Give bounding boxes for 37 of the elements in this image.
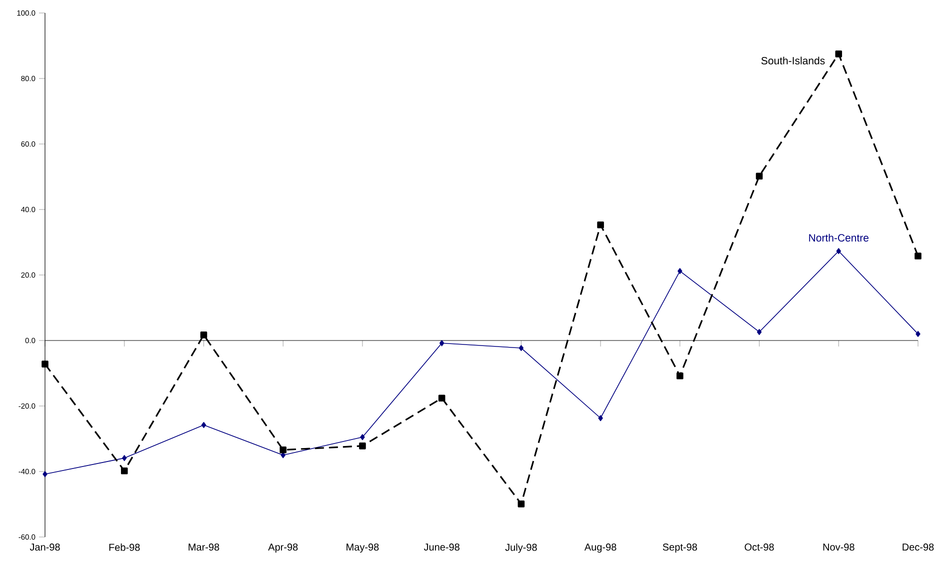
x-tick-label: June-98: [424, 544, 460, 551]
x-tick-label: July-98: [505, 544, 537, 553]
point: [835, 50, 842, 58]
point: [598, 415, 603, 422]
point: [439, 340, 444, 346]
point: [200, 332, 208, 338]
point: [280, 446, 286, 454]
point: [42, 360, 48, 368]
x-tick-label: Oct-98: [744, 544, 774, 551]
point: [756, 172, 763, 180]
point: [914, 252, 922, 260]
x-tick-label: Apr-98: [268, 544, 298, 553]
x-tick-label: Nov-98: [823, 544, 854, 551]
point: [597, 221, 604, 228]
x-tick-label: Jan-98: [30, 544, 60, 551]
x-tick-label: Sept-98: [662, 544, 697, 553]
point: [916, 330, 920, 337]
x-tick-label: Mar-98: [188, 544, 220, 551]
point: [122, 455, 127, 462]
point: [42, 471, 48, 478]
x-tick-label: Dec-98: [902, 544, 934, 551]
series-label: South-Islands: [761, 56, 825, 64]
point: [518, 345, 524, 352]
point: [836, 248, 841, 254]
point: [201, 422, 206, 428]
point: [676, 372, 684, 380]
point: [756, 328, 762, 335]
point: [360, 434, 365, 440]
x-tick-label: May-98: [346, 544, 379, 553]
series-label: North-Centre: [809, 234, 869, 242]
x-tick-label: Aug-98: [584, 544, 616, 553]
point: [678, 268, 682, 274]
point: [120, 467, 128, 474]
point: [518, 500, 525, 508]
x-tick-label: Feb-98: [109, 544, 140, 551]
point: [359, 442, 366, 450]
point: [438, 394, 446, 402]
